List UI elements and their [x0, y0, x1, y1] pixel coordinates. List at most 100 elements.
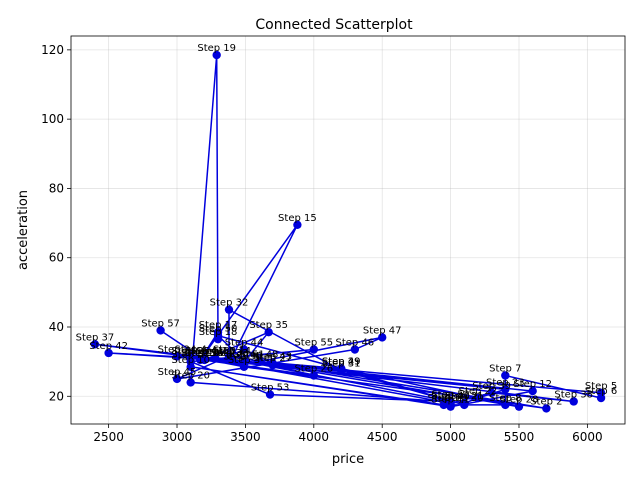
- point-label: Step 55: [294, 338, 333, 349]
- data-point: [542, 404, 551, 413]
- point-label: Step 26: [294, 364, 333, 375]
- point-label: Step 47: [363, 325, 402, 336]
- point-label: Step 23: [486, 377, 525, 388]
- data-point: [172, 374, 182, 384]
- y-tick-label: 80: [49, 181, 64, 195]
- grid: [71, 36, 625, 424]
- point-label: Step 14: [212, 346, 251, 357]
- point-label: Step 37: [76, 332, 115, 343]
- point-label: Step 18: [199, 327, 238, 338]
- point-label: Step 29: [322, 357, 361, 368]
- point-label: Step 30: [445, 393, 484, 404]
- data-point: [473, 393, 483, 403]
- data-point: [186, 378, 195, 387]
- y-tick-label: 20: [49, 389, 64, 403]
- point-label: Step 13: [196, 346, 235, 357]
- point-label: Step 33: [210, 348, 249, 359]
- chart-title: Connected Scatterplot: [255, 17, 413, 33]
- point-label: Step 56: [185, 348, 224, 359]
- point-label: Step 46: [336, 338, 375, 349]
- data-point: [186, 357, 195, 366]
- data-point: [254, 357, 264, 366]
- data-point: [487, 388, 496, 398]
- x-tick-label: 2500: [93, 430, 124, 444]
- point-label: Step 4: [175, 344, 207, 355]
- point-label: Step 7: [489, 364, 521, 375]
- point-label: Step 48: [240, 350, 279, 361]
- axes: 2500 3000 3500 4000 4500 5000 5500 6000 20 40 60 80…: [41, 35, 626, 444]
- point-label: Step 27: [253, 353, 292, 364]
- data-point: [265, 390, 275, 399]
- data-point: [90, 340, 100, 349]
- x-axis-label: price: [332, 452, 364, 467]
- data-point: [309, 345, 319, 354]
- point-label: Step 36: [223, 351, 262, 362]
- data-point: [104, 348, 113, 358]
- point-label: Step 34: [185, 348, 224, 359]
- x-tick-label: 4500: [367, 430, 398, 444]
- data-point: [569, 397, 578, 406]
- data-point: [224, 305, 234, 314]
- data-point: [446, 397, 455, 406]
- x-tick-label: 5000: [435, 430, 466, 444]
- point-label: Step 24: [158, 344, 197, 355]
- point-label: Step 31: [322, 358, 361, 369]
- data-point: [264, 327, 273, 337]
- data-point: [241, 357, 250, 366]
- data-point: [528, 386, 537, 396]
- x-tick-label: 6000: [572, 430, 603, 444]
- data-point: [336, 364, 346, 373]
- data-point: [501, 385, 510, 394]
- y-tick-label: 40: [49, 320, 64, 334]
- point-label: Step 2: [530, 396, 562, 407]
- point-label: Step 44: [225, 338, 264, 349]
- y-tick-label: 100: [41, 112, 64, 126]
- point-label: Step 45: [158, 367, 197, 378]
- x-tick-label: 5500: [504, 430, 535, 444]
- point-label: Step 53: [251, 383, 290, 394]
- data-point: [501, 400, 510, 410]
- data-point: [172, 352, 182, 361]
- data-point: [460, 400, 469, 410]
- data-point: [212, 50, 221, 60]
- plot-frame: [70, 35, 626, 425]
- point-label: Step 12: [513, 379, 552, 390]
- data-point: [501, 371, 510, 380]
- point-label: Step 51: [226, 350, 265, 361]
- y-axis-label: acceleration: [16, 190, 31, 270]
- data-point: [293, 220, 302, 230]
- point-label: Step 32: [210, 298, 249, 309]
- point-label: Step 42: [89, 341, 128, 352]
- data-point: [156, 326, 165, 335]
- x-tick-label: 4000: [299, 430, 330, 444]
- point-label: Step 19: [197, 43, 236, 54]
- data-point: [514, 402, 524, 411]
- point-label: Step 28: [500, 395, 539, 406]
- data-point: [439, 400, 448, 410]
- point-label: Step 16: [181, 348, 220, 359]
- point-label: Step 52: [431, 389, 470, 400]
- y-tick-label: 120: [41, 43, 64, 57]
- point-label: Step 38: [554, 389, 593, 400]
- point-label: Step 21: [445, 391, 484, 402]
- data-point: [309, 371, 319, 380]
- x-tick-label: 3000: [162, 430, 193, 444]
- point-label: Step 25: [171, 346, 210, 357]
- point-label: Step 39: [472, 381, 511, 392]
- point-label: Step 20: [171, 370, 210, 381]
- point-label: Step 9: [428, 393, 460, 404]
- point-label: Step 40: [431, 391, 470, 402]
- point-label: Step 3: [228, 355, 260, 366]
- data-point: [596, 393, 606, 403]
- point-label: Step 41: [185, 346, 224, 357]
- data-point: [350, 345, 360, 354]
- data-point: [200, 355, 209, 365]
- data-point: [377, 333, 387, 342]
- series-points: [90, 50, 606, 413]
- point-label: Step 22: [459, 386, 498, 397]
- data-point: [211, 353, 220, 363]
- data-point: [239, 345, 249, 354]
- y-tick-label: 60: [49, 251, 64, 265]
